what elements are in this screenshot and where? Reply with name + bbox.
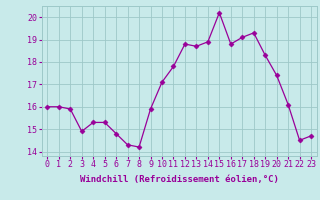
X-axis label: Windchill (Refroidissement éolien,°C): Windchill (Refroidissement éolien,°C) [80, 175, 279, 184]
